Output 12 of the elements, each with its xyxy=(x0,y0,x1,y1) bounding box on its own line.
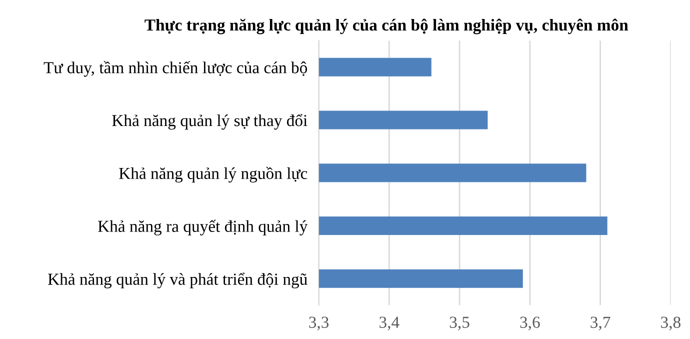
x-tick-label: 3,6 xyxy=(520,316,540,330)
y-tick-label: Khả năng quản lý sự thay đổi xyxy=(112,114,308,130)
x-tick-label: 3,8 xyxy=(661,316,680,330)
x-tick-label: 3,5 xyxy=(450,316,470,330)
x-tick-label: 3,4 xyxy=(380,316,400,330)
y-tick-label: Khả năng quản lý nguồn lực xyxy=(119,166,308,183)
x-tick-label: 3,3 xyxy=(309,316,329,330)
chart-title: Thực trạng năng lực quản lý của cán bộ làm nghiệp vụ, chuyên môn xyxy=(144,18,628,34)
y-tick-label: Tư duy, tầm nhìn chiến lược của cán bộ xyxy=(44,61,308,77)
y-tick-label: Khả năng quản lý và phát triển đội ngũ xyxy=(48,272,308,288)
y-tick-label: Khả năng ra quyết định quản lý xyxy=(98,220,308,236)
x-tick-label: 3,7 xyxy=(590,316,610,330)
